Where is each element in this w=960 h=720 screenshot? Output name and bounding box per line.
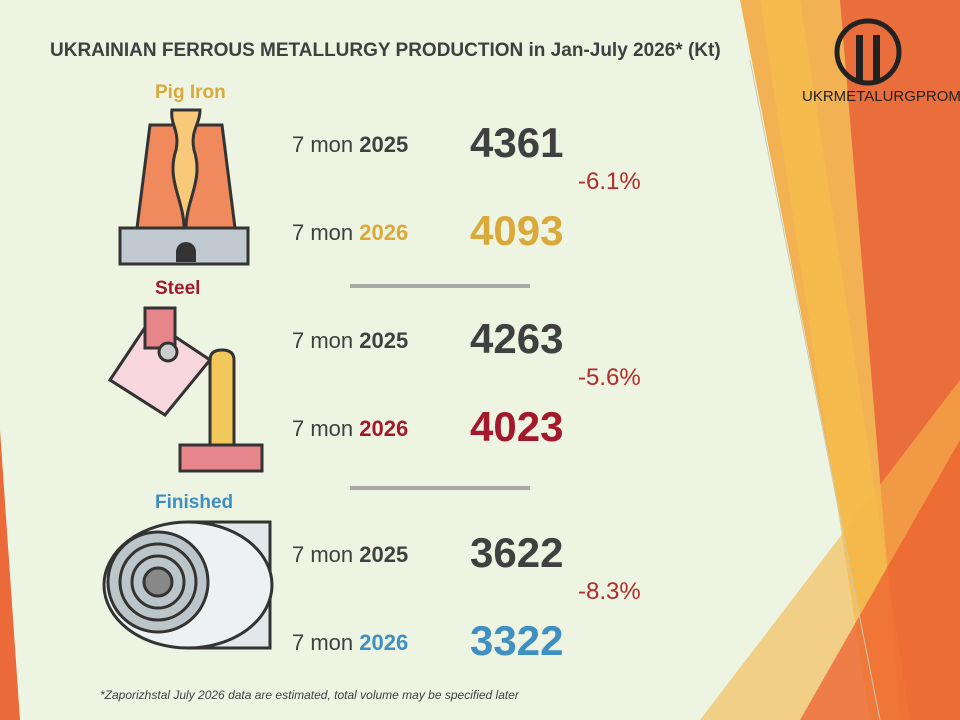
period-text: 7 mon <box>292 220 354 245</box>
value: 4023 <box>470 403 564 450</box>
change: -6.1% <box>578 168 641 195</box>
period: 7 mon 2025 <box>292 132 408 158</box>
year: 2026 <box>359 630 409 655</box>
period: 7 mon 2025 <box>292 542 408 568</box>
year: 2025 <box>359 132 409 157</box>
change: -5.6% <box>578 364 641 391</box>
separator <box>350 486 530 490</box>
section-label: Steel <box>155 278 201 299</box>
period-text: 7 mon <box>292 328 354 353</box>
value: 4263 <box>470 315 564 362</box>
value: 4361 <box>470 119 564 166</box>
value: 4093 <box>470 207 564 254</box>
period-text: 7 mon <box>292 416 354 441</box>
period: 7 mon 2026 <box>292 220 408 246</box>
change: -8.3% <box>578 578 641 605</box>
year: 2025 <box>359 328 409 353</box>
logo-text: UKRMETALURGPROM <box>802 88 960 105</box>
period-text: 7 mon <box>292 630 354 655</box>
value: 3622 <box>470 529 564 576</box>
year: 2025 <box>359 542 409 567</box>
section-label: Pig Iron <box>155 82 226 103</box>
separator <box>350 284 530 288</box>
footnote: *Zaporizhstal July 2026 data are estimat… <box>100 688 519 702</box>
period: 7 mon 2025 <box>292 328 408 354</box>
year: 2026 <box>359 416 409 441</box>
section-label: Finished <box>155 492 234 513</box>
period: 7 mon 2026 <box>292 416 408 442</box>
period-text: 7 mon <box>292 132 354 157</box>
year: 2026 <box>359 220 409 245</box>
value: 3322 <box>470 617 564 664</box>
period: 7 mon 2026 <box>292 630 408 656</box>
title: UKRAINIAN FERROUS METALLURGY PRODUCTION … <box>50 40 721 61</box>
period-text: 7 mon <box>292 542 354 567</box>
